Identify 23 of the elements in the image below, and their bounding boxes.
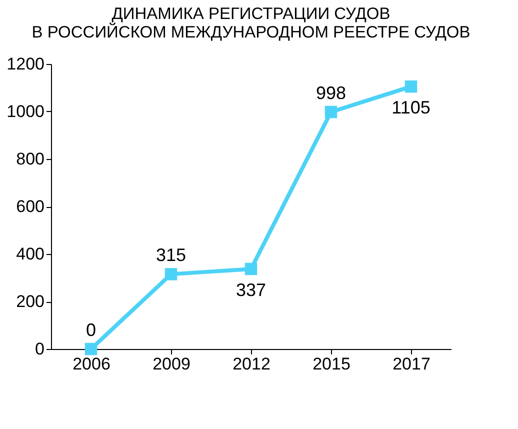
x-tick-label: 2017 — [392, 354, 430, 374]
y-tick-label: 1000 — [6, 102, 44, 121]
y-tick-label: 600 — [16, 197, 44, 216]
x-tick-label: 2006 — [72, 354, 110, 374]
point — [164, 268, 178, 280]
y-tick-label: 1200 — [6, 54, 44, 74]
data-label: 0 — [86, 320, 96, 340]
x-tick-label: 2015 — [312, 354, 350, 374]
y-tick-label: 400 — [16, 244, 44, 264]
point — [324, 106, 338, 118]
x-tick-label: 2009 — [152, 354, 190, 374]
y-tick-label: 200 — [16, 292, 44, 311]
y-tick-label: 0 — [35, 340, 44, 358]
point — [404, 80, 418, 93]
data-label: 998 — [316, 82, 346, 103]
point — [244, 262, 258, 276]
y-tick-label: 800 — [16, 150, 44, 168]
chart-title: ДИНАМИКА РЕГИСТРАЦИИ СУДОВ В РОССИЙСКОМ МЕЖДУНАРОДНОМ РЕЕСТРЕ СУДОВ — [32, 5, 470, 42]
data-label: 1105 — [392, 98, 430, 118]
data-label: 337 — [236, 280, 266, 300]
data-label: 315 — [156, 245, 186, 266]
x-tick-label: 2012 — [232, 354, 270, 374]
point — [84, 342, 98, 356]
